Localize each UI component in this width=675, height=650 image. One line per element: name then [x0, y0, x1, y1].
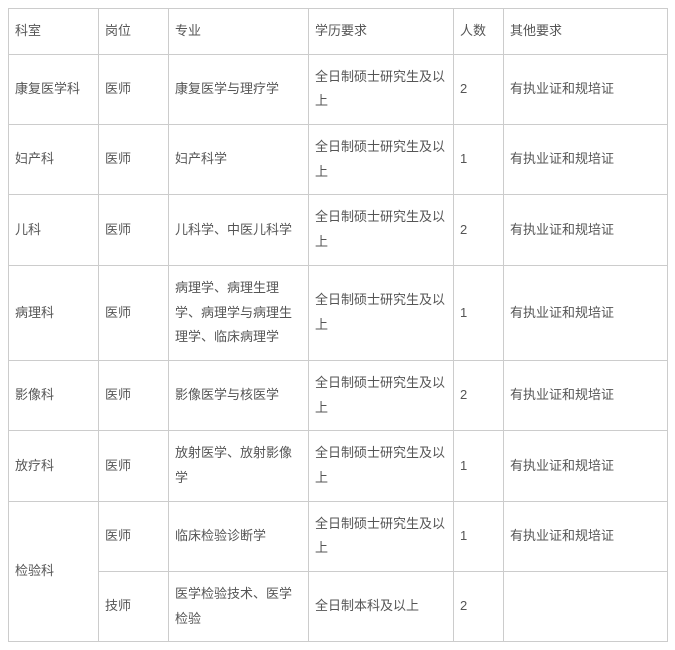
- cell-position: 医师: [99, 54, 169, 124]
- cell-count: 1: [454, 265, 504, 360]
- cell-education: 全日制硕士研究生及以上: [309, 54, 454, 124]
- cell-department: 儿科: [9, 195, 99, 265]
- table-row: 影像科医师影像医学与核医学全日制硕士研究生及以上2有执业证和规培证: [9, 360, 668, 430]
- cell-count: 2: [454, 572, 504, 642]
- table-row: 检验科医师临床检验诊断学全日制硕士研究生及以上1有执业证和规培证: [9, 501, 668, 571]
- cell-major: 临床检验诊断学: [169, 501, 309, 571]
- cell-count: 1: [454, 431, 504, 501]
- cell-major: 医学检验技术、医学检验: [169, 572, 309, 642]
- cell-education: 全日制硕士研究生及以上: [309, 265, 454, 360]
- cell-department: 康复医学科: [9, 54, 99, 124]
- cell-other: 有执业证和规培证: [504, 501, 668, 571]
- table-row: 妇产科医师妇产科学全日制硕士研究生及以上1有执业证和规培证: [9, 125, 668, 195]
- cell-department: 检验科: [9, 501, 99, 642]
- cell-department: 妇产科: [9, 125, 99, 195]
- cell-count: 2: [454, 360, 504, 430]
- cell-count: 2: [454, 195, 504, 265]
- cell-position: 医师: [99, 501, 169, 571]
- cell-other: 有执业证和规培证: [504, 265, 668, 360]
- cell-position: 技师: [99, 572, 169, 642]
- cell-major: 妇产科学: [169, 125, 309, 195]
- cell-major: 康复医学与理疗学: [169, 54, 309, 124]
- cell-education: 全日制硕士研究生及以上: [309, 195, 454, 265]
- cell-other: 有执业证和规培证: [504, 54, 668, 124]
- cell-education: 全日制硕士研究生及以上: [309, 125, 454, 195]
- cell-position: 医师: [99, 431, 169, 501]
- cell-count: 1: [454, 125, 504, 195]
- table-row: 康复医学科医师康复医学与理疗学全日制硕士研究生及以上2有执业证和规培证: [9, 54, 668, 124]
- table-row: 技师医学检验技术、医学检验全日制本科及以上2: [9, 572, 668, 642]
- header-count: 人数: [454, 9, 504, 55]
- cell-major: 病理学、病理生理学、病理学与病理生理学、临床病理学: [169, 265, 309, 360]
- table-header-row: 科室 岗位 专业 学历要求 人数 其他要求: [9, 9, 668, 55]
- cell-department: 病理科: [9, 265, 99, 360]
- header-major: 专业: [169, 9, 309, 55]
- cell-other: 有执业证和规培证: [504, 360, 668, 430]
- table-row: 病理科医师病理学、病理生理学、病理学与病理生理学、临床病理学全日制硕士研究生及以…: [9, 265, 668, 360]
- table-row: 放疗科医师放射医学、放射影像学全日制硕士研究生及以上1有执业证和规培证: [9, 431, 668, 501]
- cell-other: [504, 572, 668, 642]
- header-education: 学历要求: [309, 9, 454, 55]
- cell-count: 1: [454, 501, 504, 571]
- cell-department: 放疗科: [9, 431, 99, 501]
- cell-department: 影像科: [9, 360, 99, 430]
- cell-major: 放射医学、放射影像学: [169, 431, 309, 501]
- cell-major: 影像医学与核医学: [169, 360, 309, 430]
- cell-other: 有执业证和规培证: [504, 431, 668, 501]
- cell-position: 医师: [99, 360, 169, 430]
- cell-other: 有执业证和规培证: [504, 125, 668, 195]
- header-other: 其他要求: [504, 9, 668, 55]
- cell-position: 医师: [99, 125, 169, 195]
- cell-education: 全日制硕士研究生及以上: [309, 431, 454, 501]
- table-row: 儿科医师儿科学、中医儿科学全日制硕士研究生及以上2有执业证和规培证: [9, 195, 668, 265]
- cell-count: 2: [454, 54, 504, 124]
- cell-other: 有执业证和规培证: [504, 195, 668, 265]
- cell-education: 全日制本科及以上: [309, 572, 454, 642]
- cell-education: 全日制硕士研究生及以上: [309, 360, 454, 430]
- table-body: 康复医学科医师康复医学与理疗学全日制硕士研究生及以上2有执业证和规培证妇产科医师…: [9, 54, 668, 642]
- cell-position: 医师: [99, 265, 169, 360]
- recruitment-table: 科室 岗位 专业 学历要求 人数 其他要求 康复医学科医师康复医学与理疗学全日制…: [8, 8, 668, 642]
- cell-position: 医师: [99, 195, 169, 265]
- header-department: 科室: [9, 9, 99, 55]
- cell-major: 儿科学、中医儿科学: [169, 195, 309, 265]
- header-position: 岗位: [99, 9, 169, 55]
- cell-education: 全日制硕士研究生及以上: [309, 501, 454, 571]
